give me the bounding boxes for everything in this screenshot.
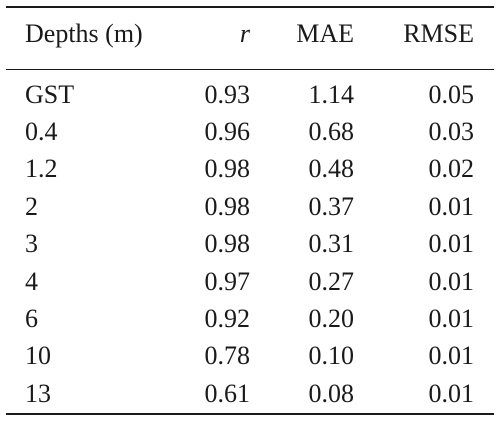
r-cell: 0.96: [204, 117, 251, 146]
table-row: 0.4 0.96 0.68 0.03: [0, 114, 500, 150]
rmse-cell: 0.01: [428, 379, 475, 408]
mae-cell: 0.37: [308, 192, 355, 221]
rmse-cell: 0.03: [428, 117, 475, 146]
table-row: 2 0.98 0.37 0.01: [0, 189, 500, 225]
r-cell: 0.93: [204, 80, 251, 109]
rmse-cell: 0.05: [428, 80, 475, 109]
mae-cell: 0.20: [308, 304, 355, 333]
table-row: 6 0.92 0.20 0.01: [0, 301, 500, 337]
mae-cell: 1.14: [308, 80, 355, 109]
depth-cell: GST: [25, 80, 75, 109]
depth-cell: 1.2: [25, 154, 58, 183]
r-cell: 0.98: [204, 154, 251, 183]
rmse-cell: 0.02: [428, 154, 475, 183]
header-rule: [6, 69, 494, 70]
table-row: GST 0.93 1.14 0.05: [0, 77, 500, 113]
rmse-cell: 0.01: [428, 229, 475, 258]
header-r: r: [239, 19, 250, 48]
depth-cell: 2: [25, 192, 38, 221]
mae-cell: 0.10: [308, 341, 355, 370]
r-cell: 0.78: [204, 341, 251, 370]
bottom-rule: [6, 413, 494, 415]
r-cell: 0.98: [204, 192, 251, 221]
mae-cell: 0.68: [308, 117, 355, 146]
top-rule: [6, 6, 494, 8]
depth-cell: 6: [25, 304, 38, 333]
depth-cell: 13: [25, 379, 51, 408]
table-row: 3 0.98 0.31 0.01: [0, 226, 500, 262]
header-rmse: RMSE: [403, 19, 474, 48]
table-header-row: Depths (m) r MAE RMSE: [0, 16, 500, 52]
table-row: 1.2 0.98 0.48 0.02: [0, 151, 500, 187]
table-row: 13 0.61 0.08 0.01: [0, 376, 500, 412]
mae-cell: 0.48: [308, 154, 355, 183]
header-depths: Depths (m): [25, 19, 143, 48]
mae-cell: 0.27: [308, 267, 355, 296]
r-cell: 0.92: [204, 304, 251, 333]
depth-cell: 4: [25, 267, 38, 296]
r-cell: 0.61: [204, 379, 251, 408]
table-row: 4 0.97 0.27 0.01: [0, 264, 500, 300]
mae-cell: 0.08: [308, 379, 355, 408]
r-cell: 0.98: [204, 229, 251, 258]
depth-cell: 0.4: [25, 117, 58, 146]
depth-cell: 3: [25, 229, 38, 258]
rmse-cell: 0.01: [428, 192, 475, 221]
rmse-cell: 0.01: [428, 304, 475, 333]
depth-cell: 10: [25, 341, 51, 370]
rmse-cell: 0.01: [428, 341, 475, 370]
rmse-cell: 0.01: [428, 267, 475, 296]
mae-cell: 0.31: [308, 229, 355, 258]
r-cell: 0.97: [204, 267, 251, 296]
header-mae: MAE: [296, 19, 354, 48]
table-row: 10 0.78 0.10 0.01: [0, 338, 500, 374]
